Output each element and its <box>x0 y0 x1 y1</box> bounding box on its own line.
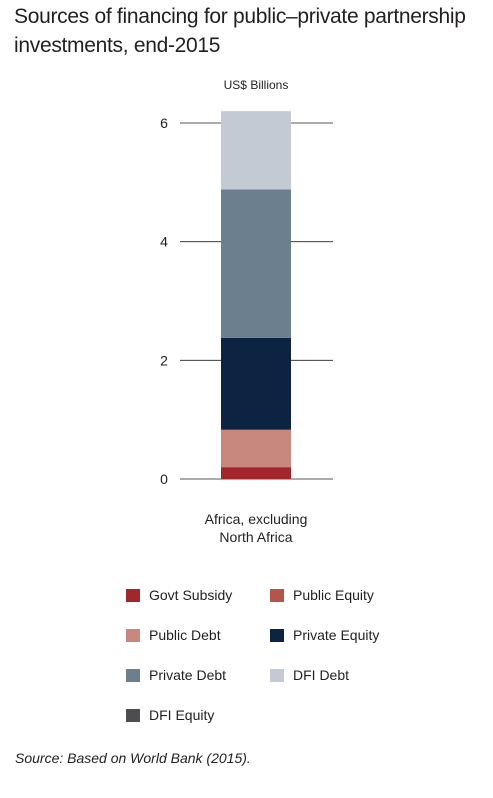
legend-label: Public Debt <box>149 627 221 643</box>
legend-label: Private Equity <box>293 627 380 643</box>
legend-label: Public Equity <box>293 587 374 603</box>
legend-swatch <box>126 668 140 682</box>
legend-label: DFI Equity <box>149 707 215 723</box>
y-tick-label: 4 <box>160 234 168 250</box>
legend-swatch <box>270 628 284 642</box>
legend-item: Govt Subsidy <box>126 587 232 603</box>
bar-segment-public-debt <box>221 429 291 468</box>
chart-title: Sources of financing for public–private … <box>14 5 466 57</box>
x-axis-categories: Africa, excluding North Africa <box>205 511 308 545</box>
legend-swatch <box>126 708 140 722</box>
legend-item: Private Equity <box>270 627 379 643</box>
y-tick-label: 0 <box>160 471 168 487</box>
bar-segment-private-equity <box>221 337 291 430</box>
bar-segment-dfi-debt <box>221 111 291 190</box>
legend-swatch <box>270 668 284 682</box>
legend-item: DFI Debt <box>270 667 349 683</box>
legend-item: Public Equity <box>270 587 374 603</box>
legend-item: Private Debt <box>126 667 226 683</box>
legend-swatch <box>270 588 284 602</box>
legend-item: Public Debt <box>126 627 221 643</box>
legend-label: Govt Subsidy <box>149 587 233 603</box>
x-category-label: North Africa <box>219 529 292 545</box>
legend-item: DFI Equity <box>126 707 214 723</box>
stacked-bar <box>221 111 291 479</box>
legend-label: Private Debt <box>149 667 227 683</box>
legend-swatch <box>126 588 140 602</box>
y-tick-label: 6 <box>160 115 168 131</box>
source-note: Source: Based on World Bank (2015). <box>15 750 251 766</box>
unit-label: US$ Billions <box>223 78 289 92</box>
legend-swatch <box>126 628 140 642</box>
x-category-label: Africa, excluding <box>205 511 308 527</box>
bar-segment-private-debt <box>221 189 291 338</box>
chart-plot: 0 2 4 6 Africa, excluding North Africa <box>160 111 333 545</box>
y-tick-label: 2 <box>160 352 168 368</box>
bar-segment-govt-subsidy <box>221 467 291 479</box>
y-axis-ticks: 0 2 4 6 <box>160 115 168 487</box>
legend-label: DFI Debt <box>293 667 350 683</box>
